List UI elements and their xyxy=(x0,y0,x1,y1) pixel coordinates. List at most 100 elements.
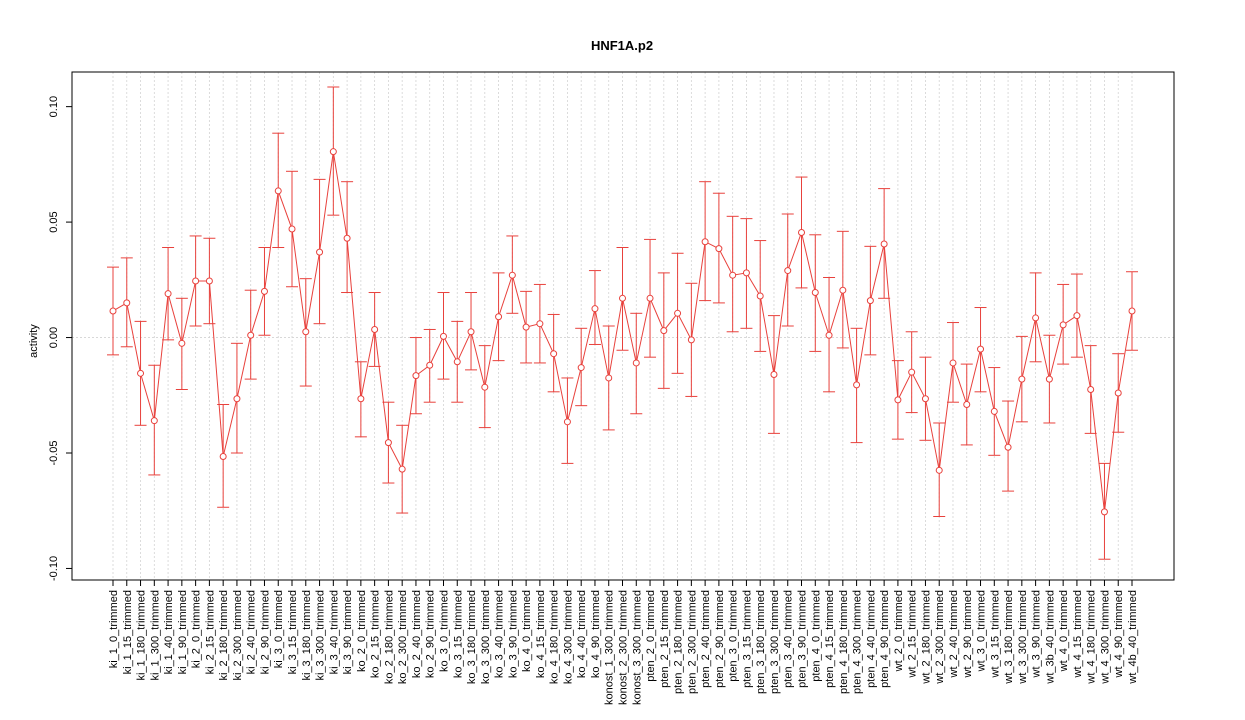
y-tick-label: 0.00 xyxy=(48,327,60,348)
data-point xyxy=(137,369,145,377)
x-tick-label: ko_2_300_trimmed xyxy=(397,590,409,684)
data-point xyxy=(908,368,916,376)
y-tick-label: -0.10 xyxy=(48,556,60,581)
data-point xyxy=(453,358,461,366)
data-point xyxy=(1004,443,1012,451)
x-tick-label: wt_3b_40_trimmed xyxy=(1044,590,1056,685)
x-tick-label: ki_2_15_trimmed xyxy=(204,590,216,674)
data-point xyxy=(550,350,558,358)
data-point xyxy=(192,277,200,285)
x-axis: ki_1_0_trimmed ki_1_15_trimmed ki_1_180_tr… xyxy=(108,579,1139,705)
data-point xyxy=(715,245,723,253)
data-point xyxy=(357,395,365,403)
data-point xyxy=(260,287,268,295)
x-tick-label: ki_1_15_trimmed xyxy=(122,590,134,674)
x-tick-label: wt_3_300_trimmed xyxy=(1017,590,1029,685)
x-tick-label: ko_4_300_trimmed xyxy=(562,590,574,684)
x-tick-label: ki_2_0_trimmed xyxy=(191,590,203,668)
x-tick-label: pten_3_40_trimmed xyxy=(783,590,795,688)
x-tick-label: ki_1_90_trimmed xyxy=(177,590,189,674)
data-point xyxy=(674,309,682,317)
y-tick-label: -0.05 xyxy=(48,440,60,465)
data-point xyxy=(343,234,351,242)
data-point xyxy=(233,395,241,403)
data-point xyxy=(412,372,420,380)
x-tick-label: wt_2_180_trimmed xyxy=(920,590,932,685)
data-point xyxy=(329,148,337,156)
x-tick-label: wt_2_0_trimmed xyxy=(893,590,905,672)
data-point xyxy=(302,328,310,336)
x-tick-label: pten_4_180_trimmed xyxy=(838,590,850,694)
x-tick-label: pten_2_40_trimmed xyxy=(700,590,712,688)
data-point xyxy=(619,294,626,302)
y-tick-label: 0.05 xyxy=(48,211,60,232)
data-point xyxy=(825,331,833,339)
data-point xyxy=(384,439,392,447)
data-point xyxy=(701,238,709,246)
x-tick-label: ko_4_0_trimmed xyxy=(521,590,533,672)
x-tick-label: pten_3_90_trimmed xyxy=(797,590,809,688)
x-tick-label: wt_3_15_trimmed xyxy=(989,590,1001,678)
x-tick-label: ko_4_180_trimmed xyxy=(549,590,561,684)
data-point xyxy=(1032,314,1040,322)
x-tick-label: ki_3_0_trimmed xyxy=(273,590,285,668)
x-tick-label: wt_4_15_trimmed xyxy=(1072,590,1084,678)
data-point xyxy=(150,417,158,425)
x-tick-label: ki_3_180_trimmed xyxy=(301,590,313,681)
x-tick-label: ki_2_300_trimmed xyxy=(232,590,244,681)
data-point xyxy=(729,271,737,279)
data-point xyxy=(605,374,613,382)
x-tick-label: ko_3_300_trimmed xyxy=(480,590,492,684)
x-tick-label: ki_1_180_trimmed xyxy=(136,590,148,681)
x-tick-label: ki_3_90_trimmed xyxy=(342,590,354,674)
x-tick-label: pten_2_180_trimmed xyxy=(673,590,685,694)
x-tick-label: ki_3_300_trimmed xyxy=(315,590,327,681)
x-tick-label: ki_2_180_trimmed xyxy=(218,590,230,681)
data-point xyxy=(274,187,282,195)
x-tick-label: ko_4_90_trimmed xyxy=(590,590,602,678)
data-point xyxy=(660,327,668,335)
x-tick-label: ko_4_40_trimmed xyxy=(576,590,588,678)
data-point xyxy=(853,381,861,389)
data-point xyxy=(798,228,806,236)
x-tick-label: wt_4_90_trimmed xyxy=(1113,590,1125,678)
data-point xyxy=(577,364,585,372)
x-tick-label: wt_4_180_trimmed xyxy=(1086,590,1098,685)
data-point xyxy=(977,345,985,353)
data-point xyxy=(288,225,296,233)
x-tick-label: wt_4_300_trimmed xyxy=(1099,590,1111,685)
x-tick-label: pten_3_180_trimmed xyxy=(755,590,767,694)
data-point xyxy=(1087,386,1095,393)
x-tick-label: pten_4_0_trimmed xyxy=(810,590,822,682)
data-point xyxy=(495,313,503,321)
data-point xyxy=(866,297,874,305)
chart-title: HNF1A.p2 xyxy=(591,38,653,53)
plot-frame xyxy=(71,71,1175,581)
y-axis-label: activity xyxy=(28,324,40,358)
data-point xyxy=(1128,307,1136,315)
data-point xyxy=(770,370,778,378)
x-tick-label: ko_3_180_trimmed xyxy=(466,590,478,684)
data-point xyxy=(880,240,888,248)
data-point xyxy=(1100,508,1108,516)
x-tick-label: ki_3_40_trimmed xyxy=(328,590,340,674)
data-point xyxy=(632,359,640,367)
data-point xyxy=(219,452,227,460)
data-point xyxy=(990,407,998,415)
x-tick-label: wt_2_300_trimmed xyxy=(934,590,946,685)
data-point xyxy=(563,418,571,426)
data-point xyxy=(1018,375,1026,383)
x-tick-label: ko_2_40_trimmed xyxy=(411,590,423,678)
x-tick-label: pten_4_40_trimmed xyxy=(865,590,877,688)
data-point xyxy=(522,323,530,331)
x-tick-label: wt_2_90_trimmed xyxy=(962,590,974,678)
x-tick-label: wt_2_15_trimmed xyxy=(907,590,919,678)
x-tick-label: ki_1_300_trimmed xyxy=(149,590,161,681)
x-tick-label: wt_3_90_trimmed xyxy=(1031,590,1043,678)
x-tick-label: ko_2_15_trimmed xyxy=(370,590,382,678)
series-activity xyxy=(107,86,1138,560)
data-point xyxy=(536,320,544,328)
data-point xyxy=(811,289,819,297)
data-point xyxy=(426,361,434,369)
x-tick-label: wt_2_40_trimmed xyxy=(948,590,960,678)
